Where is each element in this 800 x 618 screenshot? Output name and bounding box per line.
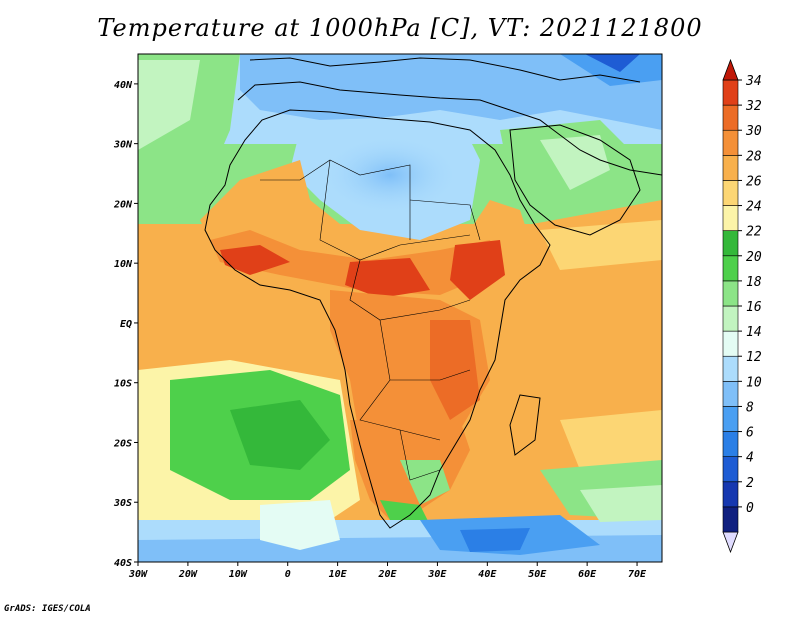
colorbar-band (722, 155, 739, 181)
colorbar-min-triangle (722, 531, 739, 554)
lon-tick-label: 10W (229, 569, 248, 580)
colorbar-band (722, 104, 739, 131)
lon-tick-label: 40E (478, 569, 497, 580)
lat-tick-label: 30S (113, 498, 132, 509)
colorbar-band (722, 205, 739, 231)
lon-tick-label: 50E (528, 569, 547, 580)
colorbar-label: 18 (746, 275, 762, 290)
coastlines (204, 57, 662, 529)
colorbar-label: 14 (746, 325, 762, 340)
colorbar-band (722, 79, 739, 106)
colorbar-band (722, 305, 739, 332)
colorbar-band (722, 355, 739, 382)
lat-tick-label: 10N (114, 259, 133, 270)
lon-tick-label: 10E (329, 569, 348, 580)
colorbar-label: 30 (745, 124, 762, 139)
credit-label: GrADS: IGES/COLA (4, 604, 91, 614)
longitude-axis: 30W 20W 10W 0 10E 20E 30E 40E 50E 60E 70E (128, 562, 647, 580)
lon-tick-label: 20W (178, 569, 198, 580)
colorbar-label: 10 (746, 375, 762, 390)
colorbar-band (722, 406, 739, 432)
colorbar-band (722, 129, 739, 156)
colorbar-band (722, 280, 739, 307)
lon-tick-label: 60E (578, 569, 597, 580)
colorbar-band (722, 180, 739, 206)
colorbar-band (722, 381, 739, 407)
colorbar-band (722, 255, 739, 282)
lon-tick-label: 0 (285, 569, 291, 580)
temperature-field (138, 54, 662, 562)
plot-frame (137, 53, 663, 563)
colorbar-band (722, 481, 739, 508)
lon-tick-label: 30E (427, 569, 447, 580)
colorbar-label: 28 (746, 149, 762, 164)
colorbar-label: 32 (745, 99, 762, 114)
colorbar-max-triangle (722, 58, 739, 81)
lat-tick-label: 20N (113, 199, 133, 210)
colorbar-band (722, 506, 739, 533)
lat-tick-label: 30N (113, 140, 133, 151)
colorbar-label: 4 (746, 451, 754, 466)
colorbar-band (722, 230, 739, 257)
colorbar-label: 6 (746, 426, 754, 441)
colorbar-label: 12 (746, 350, 762, 365)
colorbar-label: 16 (746, 300, 762, 315)
colorbar-label: 24 (746, 200, 762, 215)
map-title: Temperature at 1000hPa [C], VT: 20211218… (97, 14, 703, 42)
colorbar-label: 20 (746, 250, 762, 265)
colorbar-label: 34 (745, 74, 762, 89)
colorbar-band (722, 431, 739, 457)
lat-tick-label: 40S (114, 558, 132, 569)
colorbar-label: 0 (746, 501, 754, 516)
lat-tick-label: 20S (113, 438, 132, 449)
lon-tick-label: 30W (128, 569, 148, 580)
colorbar-label: 26 (746, 174, 762, 189)
country-borders (260, 159, 481, 481)
colorbar-label: 22 (746, 225, 762, 240)
lat-tick-label: EQ (120, 319, 132, 330)
lon-tick-label: 70E (628, 569, 647, 580)
latitude-axis: 40N 30N 20N 10N EQ 10S 20S 30S 40S (113, 80, 138, 569)
colorbar-band (722, 330, 739, 357)
lat-tick-label: 10S (114, 379, 132, 390)
colorbar-label: 8 (746, 400, 754, 415)
lat-tick-label: 40N (114, 80, 133, 91)
colorbar-label: 2 (746, 476, 754, 491)
colorbar-band (722, 456, 739, 483)
lon-tick-label: 20E (377, 569, 397, 580)
